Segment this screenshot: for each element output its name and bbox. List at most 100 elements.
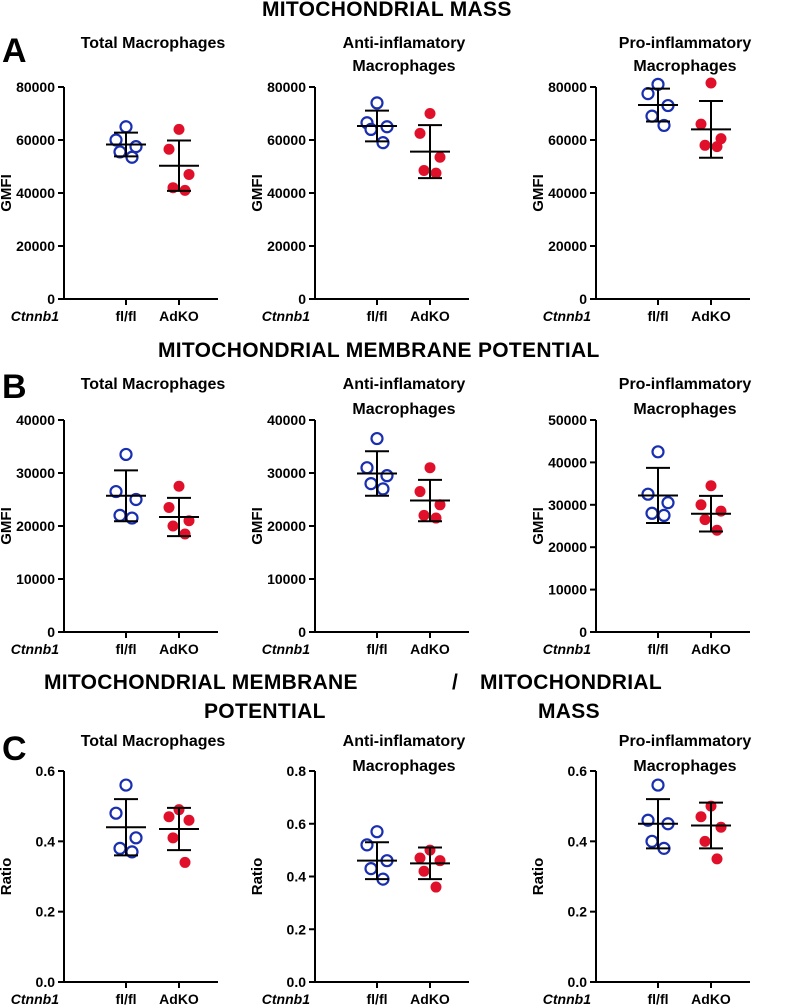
data-point-b2-adko bbox=[434, 499, 446, 511]
plot-title-b3: Pro-inflammatory bbox=[619, 376, 752, 393]
y-tick-label-a1: 60000 bbox=[16, 132, 55, 148]
y-tick-label-a1: 0 bbox=[47, 291, 55, 307]
plot-title-b3: Macrophages bbox=[633, 401, 736, 418]
y-tick-label-c2: 0.4 bbox=[287, 869, 307, 885]
x-tick-label-b1: fl/fl bbox=[116, 641, 137, 657]
gene-label-c3: Ctnnb1 bbox=[543, 991, 591, 1006]
y-tick-label-a3: 40000 bbox=[548, 185, 587, 201]
y-tick-label-b1: 20000 bbox=[16, 518, 55, 534]
x-tick-label-c1: AdKO bbox=[159, 991, 199, 1006]
section-title-c-line1-right: MITOCHONDRIAL bbox=[480, 671, 662, 694]
data-point-a3-adko bbox=[695, 118, 707, 130]
data-point-b1-flfl bbox=[109, 484, 123, 499]
plot-title-c3: Macrophages bbox=[633, 758, 736, 775]
plot-title-a3: Pro-inflammatory bbox=[619, 35, 752, 52]
y-tick-label-a2: 40000 bbox=[267, 185, 306, 201]
y-axis-label-b3: GMFI bbox=[530, 507, 547, 545]
y-tick-label-c1: 0.6 bbox=[36, 763, 56, 779]
data-point-b1-adko bbox=[167, 520, 179, 532]
y-tick-label-c2: 0.2 bbox=[287, 921, 307, 937]
y-tick-label-a3: 0 bbox=[579, 291, 587, 307]
y-axis-label-c1: Ratio bbox=[0, 858, 15, 896]
y-tick-label-b2: 40000 bbox=[267, 412, 306, 428]
y-tick-label-c2: 0.0 bbox=[287, 974, 307, 990]
y-axis-label-c3: Ratio bbox=[530, 858, 547, 896]
y-tick-label-a3: 20000 bbox=[548, 238, 587, 254]
plot-title-b2: Macrophages bbox=[352, 401, 455, 418]
section-title-c-line1-left: MITOCHONDRIAL MEMBRANE bbox=[44, 671, 358, 694]
data-point-b3-adko bbox=[711, 524, 723, 536]
plot-title-b2: Anti-inflamatory bbox=[343, 376, 466, 393]
data-point-a2-adko bbox=[434, 151, 446, 163]
data-point-c1-adko bbox=[163, 811, 175, 823]
y-axis-label-a2: GMFI bbox=[249, 174, 266, 212]
data-point-c1-flfl bbox=[113, 841, 127, 855]
y-tick-label-c2: 0.8 bbox=[287, 763, 307, 779]
y-tick-label-b3: 50000 bbox=[548, 412, 587, 428]
data-point-c2-adko bbox=[434, 855, 446, 867]
y-tick-label-b1: 0 bbox=[47, 624, 55, 640]
data-point-c1-adko bbox=[179, 856, 191, 868]
y-tick-label-c3: 0.4 bbox=[568, 833, 588, 849]
y-tick-label-b3: 0 bbox=[579, 624, 587, 640]
gene-label-a2: Ctnnb1 bbox=[262, 308, 310, 324]
data-point-a2-adko bbox=[418, 164, 430, 176]
y-tick-label-c3: 0.6 bbox=[568, 763, 588, 779]
data-point-a2-flfl bbox=[370, 96, 384, 110]
data-point-c3-adko bbox=[695, 811, 707, 823]
data-point-b3-adko bbox=[695, 499, 707, 511]
x-tick-label-a1: fl/fl bbox=[116, 308, 137, 324]
data-point-c1-flfl bbox=[119, 778, 133, 792]
data-point-c1-adko bbox=[183, 814, 195, 826]
gene-label-b1: Ctnnb1 bbox=[11, 641, 59, 657]
section-title-c-separator: / bbox=[452, 671, 459, 694]
y-tick-label-b1: 30000 bbox=[16, 465, 55, 481]
y-tick-label-b3: 40000 bbox=[548, 454, 587, 470]
gene-label-b2: Ctnnb1 bbox=[262, 641, 310, 657]
data-point-b3-flfl bbox=[657, 508, 671, 523]
x-tick-label-a3: AdKO bbox=[691, 308, 731, 324]
plot-title-c2: Anti-inflamatory bbox=[343, 733, 466, 750]
data-point-a3-adko bbox=[705, 77, 717, 89]
data-point-a1-adko bbox=[163, 143, 175, 155]
data-point-b2-flfl bbox=[380, 469, 394, 483]
data-point-c1-adko bbox=[167, 832, 179, 844]
data-point-b3-flfl bbox=[651, 445, 665, 459]
gene-label-b3: Ctnnb1 bbox=[543, 641, 591, 657]
data-point-b3-flfl bbox=[645, 506, 659, 520]
x-tick-label-a1: AdKO bbox=[159, 308, 199, 324]
y-tick-label-a1: 20000 bbox=[16, 238, 55, 254]
y-tick-label-b3: 20000 bbox=[548, 539, 587, 555]
data-point-a2-adko bbox=[430, 167, 442, 179]
y-tick-label-c1: 0.2 bbox=[36, 904, 56, 920]
section-title-c-line2-left: POTENTIAL bbox=[204, 700, 326, 723]
data-point-b3-flfl bbox=[641, 487, 655, 501]
y-tick-label-b3: 10000 bbox=[548, 582, 587, 598]
y-tick-label-b1: 40000 bbox=[16, 412, 55, 428]
plot-title-a1: Total Macrophages bbox=[81, 35, 226, 52]
x-tick-label-b3: fl/fl bbox=[648, 641, 669, 657]
data-point-b3-adko bbox=[699, 514, 711, 526]
section-title-a: MITOCHONDRIAL MASS bbox=[262, 0, 512, 21]
x-tick-label-a2: AdKO bbox=[410, 308, 450, 324]
y-tick-label-a1: 80000 bbox=[16, 79, 55, 95]
data-point-b2-adko bbox=[418, 509, 430, 521]
data-point-a1-flfl bbox=[129, 140, 143, 154]
y-axis-label-a3: GMFI bbox=[530, 174, 547, 212]
data-point-c2-adko bbox=[418, 865, 430, 877]
data-point-c3-adko bbox=[715, 821, 727, 833]
section-title-c-line2-right: MASS bbox=[538, 700, 600, 723]
x-tick-label-c3: AdKO bbox=[691, 991, 731, 1006]
data-point-c2-flfl bbox=[360, 838, 374, 852]
data-point-c2-adko bbox=[430, 881, 442, 893]
data-point-c3-adko bbox=[699, 835, 711, 847]
y-axis-label-b1: GMFI bbox=[0, 507, 15, 545]
x-tick-label-a3: fl/fl bbox=[648, 308, 669, 324]
data-point-b2-flfl bbox=[376, 482, 390, 496]
y-tick-label-c2: 0.6 bbox=[287, 816, 307, 832]
data-point-c1-flfl bbox=[109, 806, 123, 820]
data-point-b2-adko bbox=[424, 462, 436, 474]
y-tick-label-c1: 0.0 bbox=[36, 974, 56, 990]
